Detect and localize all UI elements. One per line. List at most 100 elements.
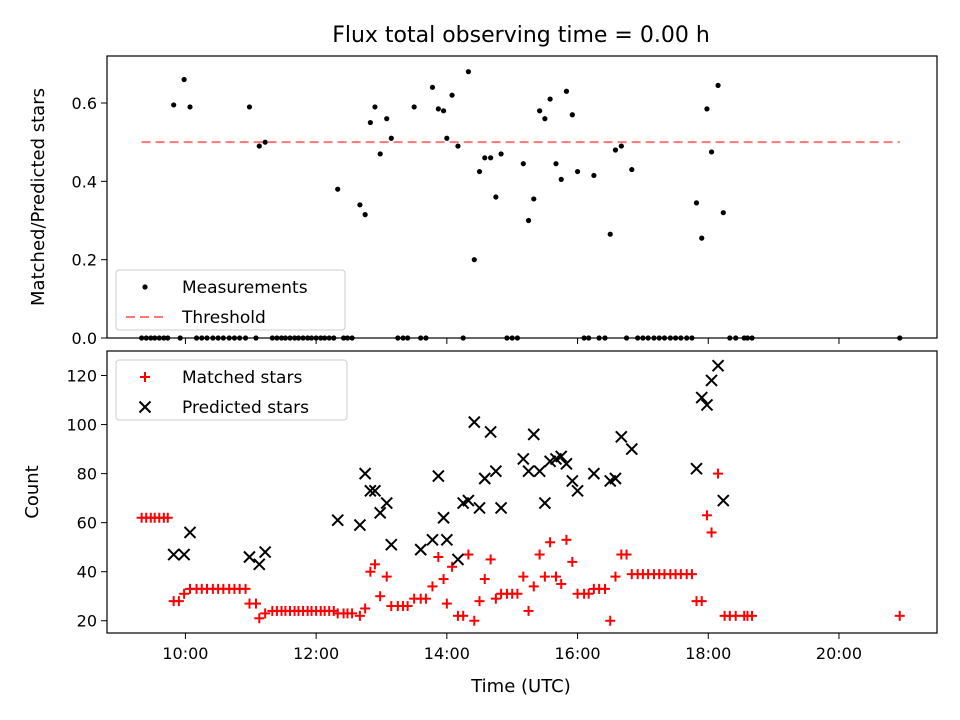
predicted-star-point [717, 494, 730, 507]
measurement-point [525, 217, 532, 224]
y-tick-label: 60 [77, 514, 97, 533]
measurement-point [435, 106, 441, 112]
measurement-point [607, 231, 613, 237]
measurement-point [612, 147, 619, 153]
matched-star-point [561, 534, 572, 545]
legend-box [115, 269, 346, 331]
predicted-star-point [609, 472, 622, 485]
matched-star-point [512, 588, 523, 599]
predicted-star-point [414, 543, 427, 556]
predicted-star-point [177, 548, 191, 561]
matched-star-point [600, 583, 610, 594]
matched-star-point [747, 610, 758, 621]
x-tick-label: 20:00 [816, 644, 862, 663]
measurement-point [553, 161, 559, 167]
predicted-star-point [538, 496, 552, 510]
predicted-star-point [478, 472, 491, 485]
predicted-star-point [489, 464, 503, 478]
x-tick-label: 12:00 [293, 644, 339, 663]
measurement-point [574, 168, 581, 175]
measurement-point [618, 143, 624, 149]
measurement-point [482, 155, 488, 161]
predicted-star-point [522, 464, 535, 478]
predicted-star-point [625, 442, 639, 456]
matched-star-point [173, 596, 184, 607]
matched-star-point [254, 613, 265, 624]
measurement-point [411, 104, 417, 110]
predicted-star-point [615, 430, 628, 444]
matched-star-point [539, 571, 550, 582]
measurement-point [531, 196, 537, 202]
legend-matched-swatch [140, 372, 150, 382]
legend-predicted-swatch [138, 400, 152, 414]
predicted-star-point [517, 452, 530, 466]
matched-star-point [427, 581, 438, 592]
measurement-point [493, 194, 499, 200]
predicted-star-point [432, 469, 445, 483]
matched-star-point [260, 608, 271, 619]
matched-star-point [610, 571, 621, 582]
predicted-star-point [426, 533, 439, 547]
matched-star-point [567, 556, 578, 567]
measurement-point [440, 108, 447, 114]
predicted-star-point [440, 533, 454, 547]
predicted-star-point [700, 398, 714, 412]
measurement-point [488, 155, 494, 161]
matched-star-point [402, 601, 413, 612]
matched-star-point [441, 598, 452, 609]
matched-star-point [447, 561, 458, 572]
matched-star-point [534, 549, 545, 560]
matched-star-point [463, 549, 474, 560]
predicted-star-point [571, 484, 584, 497]
measurement-point [262, 139, 268, 145]
matched-star-point [469, 615, 480, 626]
chart-title: Flux total observing time = 0.00 h [332, 23, 710, 48]
ratio-plot-legend: Measurements Threshold [115, 269, 346, 331]
measurement-point [388, 135, 394, 141]
measurement-point [465, 69, 472, 75]
measurement-point [629, 166, 635, 173]
matched-star-point [369, 559, 380, 570]
measurement-point [357, 202, 363, 208]
matched-star-point [523, 605, 534, 616]
predicted-star-point [451, 553, 465, 566]
ratio-plot-axes: 0.0 0.2 0.4 0.6 [72, 94, 840, 348]
measurement-point [563, 88, 570, 94]
matched-star-point [433, 551, 444, 562]
measurement-point [455, 143, 461, 149]
y-tick-label: 100 [66, 416, 97, 435]
measurement-point [704, 106, 710, 112]
predicted-star-point [331, 513, 344, 527]
measurement-point [558, 176, 564, 182]
matched-star-point [458, 610, 469, 621]
measurement-point [699, 235, 705, 241]
matched-star-point [365, 566, 376, 577]
measurement-point [569, 112, 575, 118]
matched-star-point [347, 608, 358, 619]
measurement-point [362, 212, 368, 218]
measurement-point [367, 119, 373, 126]
matched-star-point [375, 591, 386, 602]
x-tick-label: 16:00 [554, 644, 600, 663]
measurement-point [444, 135, 450, 141]
y-tick-label: 20 [77, 612, 97, 631]
measurement-point [377, 151, 383, 157]
matched-star-point [894, 610, 905, 621]
y-tick-label: 0.0 [72, 329, 97, 348]
predicted-star-point [484, 425, 497, 439]
legend-measurement-swatch [142, 284, 148, 290]
predicted-star-point [183, 526, 197, 539]
matched-star-point [479, 574, 490, 585]
matched-star-point [420, 593, 431, 604]
measurement-point [537, 108, 543, 114]
predicted-star-point [705, 374, 718, 387]
matched-star-point [474, 596, 485, 607]
measurement-point [542, 116, 548, 122]
predicted-star-point [527, 428, 540, 441]
measurement-point [171, 102, 177, 108]
matched-star-point [550, 571, 561, 582]
predicted-star-point [373, 506, 387, 520]
predicted-star-point [253, 558, 266, 571]
measurement-point [181, 76, 187, 83]
matched-star-point [490, 593, 501, 604]
